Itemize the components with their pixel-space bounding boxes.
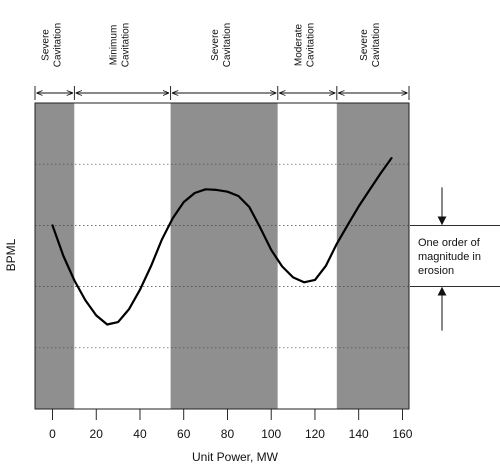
annotation-text-line: erosion [418, 265, 454, 277]
zone-labels: SevereCavitation MinimumCavitation SevereC… [41, 23, 382, 67]
zone-label: MinimumCavitation [108, 23, 131, 67]
zone-label-line: Cavitation [120, 23, 131, 67]
zone-label-line: Cavitation [371, 23, 382, 67]
x-axis-label: Unit Power, MW [192, 450, 279, 464]
zone-label-line: Severe [359, 29, 370, 61]
annotation-text: One order of magnitude in erosion [418, 237, 481, 277]
x-tick-label: 0 [49, 427, 56, 441]
zone-band [170, 103, 278, 409]
zone-band [277, 103, 337, 409]
cavitation-zones [35, 103, 409, 409]
x-tick-label: 120 [305, 427, 325, 441]
x-tick-label: 160 [392, 427, 412, 441]
zone-label: SevereCavitation [359, 23, 382, 67]
plot-border [34, 102, 410, 410]
bpml-curve [51, 157, 393, 326]
zone-band [35, 103, 75, 409]
annotation-text-line: One order of [418, 237, 481, 249]
zone-label: ModerateCavitation [293, 23, 316, 67]
erosion-annotation: One order of magnitude in erosion [410, 187, 500, 331]
x-tick-label: 60 [177, 427, 191, 441]
x-tick-label: 100 [261, 427, 281, 441]
zone-label-line: Cavitation [53, 23, 64, 67]
zone-label-line: Moderate [293, 23, 304, 66]
x-axis: 0 20 40 60 80 100 120 140 160 [49, 409, 413, 441]
zone-label-line: Minimum [108, 25, 119, 66]
zone-label-line: Severe [41, 29, 52, 61]
zone-band [336, 103, 409, 409]
series-layer [51, 157, 393, 326]
zone-label-line: Severe [210, 29, 221, 61]
annotation-text-line: magnitude in [418, 251, 481, 263]
x-tick-label: 80 [221, 427, 235, 441]
x-tick-label: 40 [133, 427, 147, 441]
zone-label: SevereCavitation [210, 23, 233, 67]
zone-label: SevereCavitation [41, 23, 64, 67]
zone-label-line: Cavitation [222, 23, 233, 67]
zone-label-line: Cavitation [305, 23, 316, 67]
x-tick-label: 140 [349, 427, 369, 441]
y-axis-label: BPML [4, 238, 18, 271]
zone-range-arrows [34, 86, 410, 100]
x-tick-label: 20 [90, 427, 104, 441]
plot-frame [34, 102, 410, 410]
